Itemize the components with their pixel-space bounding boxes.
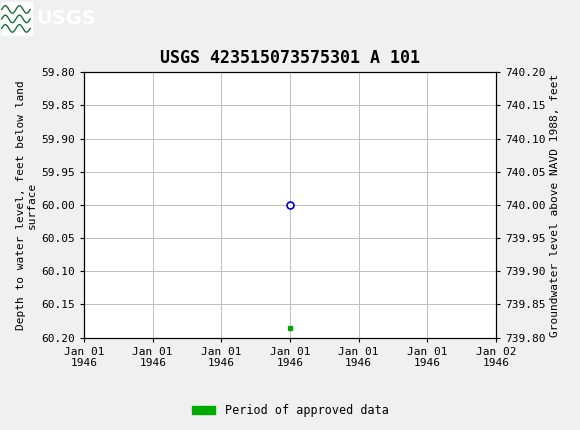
Y-axis label: Groundwater level above NAVD 1988, feet: Groundwater level above NAVD 1988, feet bbox=[550, 73, 560, 337]
Legend: Period of approved data: Period of approved data bbox=[187, 399, 393, 422]
Text: USGS 423515073575301 A 101: USGS 423515073575301 A 101 bbox=[160, 49, 420, 67]
FancyBboxPatch shape bbox=[1, 2, 33, 36]
Text: USGS: USGS bbox=[36, 9, 96, 28]
Y-axis label: Depth to water level, feet below land
surface: Depth to water level, feet below land su… bbox=[16, 80, 37, 330]
